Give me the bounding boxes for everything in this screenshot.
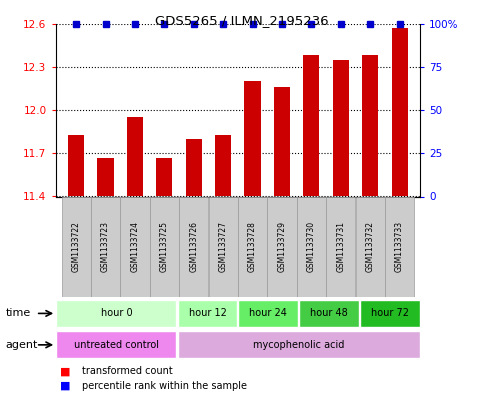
Bar bbox=[238, 196, 267, 297]
Text: ■: ■ bbox=[60, 381, 71, 391]
Text: GSM1133732: GSM1133732 bbox=[366, 221, 375, 272]
Text: hour 24: hour 24 bbox=[249, 309, 287, 318]
Text: GSM1133727: GSM1133727 bbox=[219, 221, 227, 272]
Bar bbox=[274, 87, 290, 196]
Bar bbox=[355, 196, 385, 297]
Bar bbox=[156, 158, 172, 196]
Text: GSM1133730: GSM1133730 bbox=[307, 221, 316, 272]
Bar bbox=[178, 300, 237, 327]
Text: GSM1133728: GSM1133728 bbox=[248, 221, 257, 272]
Bar bbox=[362, 55, 378, 196]
Text: time: time bbox=[6, 309, 31, 318]
Bar bbox=[239, 300, 298, 327]
Bar bbox=[333, 60, 349, 196]
Bar bbox=[120, 196, 150, 297]
Bar bbox=[56, 331, 176, 358]
Bar bbox=[185, 139, 202, 196]
Text: hour 0: hour 0 bbox=[100, 309, 132, 318]
Bar bbox=[179, 196, 208, 297]
Text: GSM1133731: GSM1133731 bbox=[336, 221, 345, 272]
Bar bbox=[215, 134, 231, 196]
Bar bbox=[385, 196, 414, 297]
Text: GSM1133726: GSM1133726 bbox=[189, 221, 198, 272]
Bar bbox=[360, 300, 420, 327]
Text: GDS5265 / ILMN_2195236: GDS5265 / ILMN_2195236 bbox=[155, 14, 328, 27]
Bar bbox=[209, 196, 238, 297]
Bar bbox=[56, 300, 176, 327]
Bar bbox=[244, 81, 261, 196]
Text: GSM1133724: GSM1133724 bbox=[130, 221, 140, 272]
Bar bbox=[91, 196, 120, 297]
Text: transformed count: transformed count bbox=[82, 366, 173, 376]
Bar bbox=[303, 55, 319, 196]
Bar bbox=[178, 331, 420, 358]
Bar bbox=[98, 158, 114, 196]
Bar bbox=[299, 300, 359, 327]
Text: GSM1133725: GSM1133725 bbox=[160, 221, 169, 272]
Bar bbox=[68, 134, 84, 196]
Text: ■: ■ bbox=[60, 366, 71, 376]
Text: GSM1133729: GSM1133729 bbox=[278, 221, 286, 272]
Bar bbox=[268, 196, 297, 297]
Bar bbox=[127, 117, 143, 196]
Text: hour 48: hour 48 bbox=[310, 309, 348, 318]
Text: mycophenolic acid: mycophenolic acid bbox=[253, 340, 344, 350]
Text: untreated control: untreated control bbox=[74, 340, 159, 350]
Text: agent: agent bbox=[6, 340, 38, 350]
Text: hour 72: hour 72 bbox=[371, 309, 409, 318]
Text: hour 12: hour 12 bbox=[188, 309, 227, 318]
Text: percentile rank within the sample: percentile rank within the sample bbox=[82, 381, 247, 391]
Text: GSM1133722: GSM1133722 bbox=[71, 221, 81, 272]
Text: GSM1133733: GSM1133733 bbox=[395, 221, 404, 272]
Bar bbox=[61, 196, 91, 297]
Bar bbox=[326, 196, 355, 297]
Text: GSM1133723: GSM1133723 bbox=[101, 221, 110, 272]
Bar bbox=[392, 28, 408, 196]
Bar bbox=[150, 196, 179, 297]
Bar bbox=[297, 196, 326, 297]
